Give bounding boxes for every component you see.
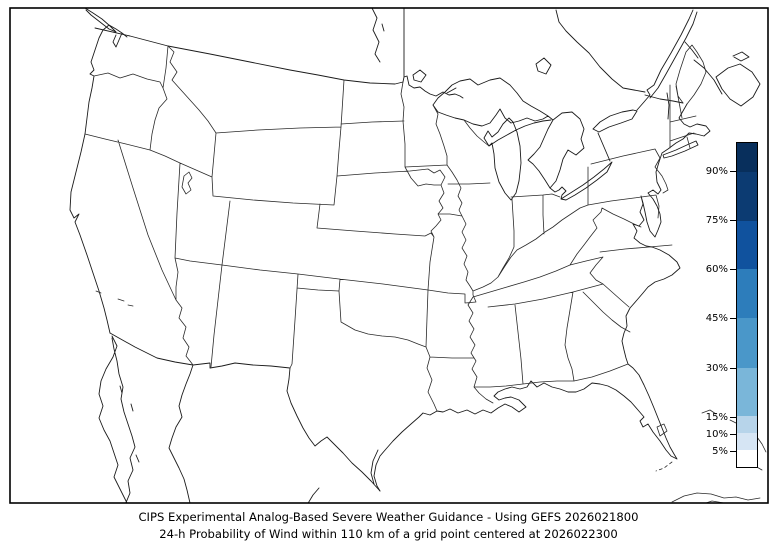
colorbar-tick-label-60: 60%	[705, 264, 728, 275]
colorbar-segment	[737, 317, 757, 368]
colorbar-tick-label-90: 90%	[705, 166, 728, 177]
colorbar-tick-label-10: 10%	[705, 429, 728, 440]
great-salt-lake-path	[181, 171, 193, 195]
long-island-path	[662, 140, 699, 159]
colorbar-segment	[737, 416, 757, 434]
colorbar-segment	[737, 220, 757, 270]
figure-caption: CIPS Experimental Analog-Based Severe We…	[0, 509, 777, 542]
colorbar-tick	[730, 171, 736, 172]
colorbar-segment	[737, 171, 757, 221]
map-frame	[9, 7, 769, 504]
colorbar-tick-label-45: 45%	[705, 313, 728, 324]
colorbar-segment	[737, 433, 757, 451]
colorbar-segment	[737, 450, 757, 467]
texas-barrier-island-path	[370, 449, 379, 485]
canada-border-and-features-path	[84, 8, 761, 120]
colorbar-tick-label-5: 5%	[712, 446, 728, 457]
colorbar-tick	[730, 318, 736, 319]
colorbar-segment	[737, 143, 757, 172]
channel-islands-path	[95, 290, 134, 307]
colorbar-segment	[737, 269, 757, 318]
us-east-gulf-coastline-path	[373, 103, 711, 492]
lake-okeechobee-path	[656, 423, 668, 437]
colorbar-tick	[730, 220, 736, 221]
figure-title-line2: 24-h Probability of Wind within 110 km o…	[159, 526, 618, 541]
colorbar-tick-label-30: 30%	[705, 363, 728, 374]
colorbar-tick	[730, 434, 736, 435]
colorbar-tick	[730, 451, 736, 452]
colorbar-tick-label-75: 75%	[705, 215, 728, 226]
colorbar-tick	[730, 269, 736, 270]
colorbar-tick	[730, 417, 736, 418]
us-pacific-coastline-path	[69, 24, 128, 334]
cuba-bahamas-path	[671, 409, 767, 503]
florida-keys-path	[655, 461, 673, 472]
colorbar-tick	[730, 368, 736, 369]
great-lakes-path	[432, 77, 638, 201]
figure-title-line1: CIPS Experimental Analog-Based Severe We…	[138, 510, 639, 524]
state-borders-path	[84, 44, 707, 412]
colorbar-tick-label-15: 15%	[705, 412, 728, 423]
probability-colorbar	[736, 142, 758, 468]
mexico-border-and-coast-path	[98, 332, 381, 503]
colorbar-segment	[737, 367, 757, 417]
